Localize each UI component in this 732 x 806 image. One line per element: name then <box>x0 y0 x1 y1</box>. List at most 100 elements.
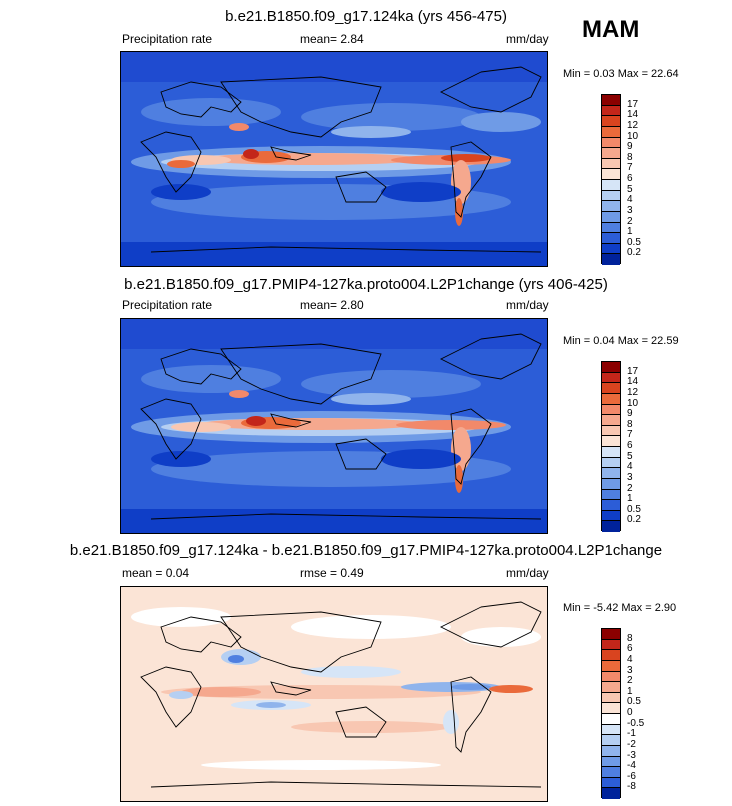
panel-3-mean-label: mean = 0.04 <box>122 566 190 580</box>
colorbar-tick-label: 0.5 <box>627 696 641 708</box>
colorbar-tick-label: 8 <box>627 632 633 644</box>
panel-3-rmse-label: rmse = 0.49 <box>300 566 364 580</box>
colorbar-tick-label: -6 <box>627 770 636 782</box>
panel-3-map <box>120 586 548 802</box>
season-label: MAM <box>582 16 640 43</box>
colorbar-tick-label: 14 <box>627 109 639 121</box>
colorbar-swatch <box>602 243 620 255</box>
panel-2-precip-field <box>121 319 547 533</box>
colorbar-swatch <box>602 692 620 704</box>
colorbar-swatch <box>602 158 620 170</box>
colorbar-swatch <box>602 629 620 640</box>
colorbar-swatch <box>602 180 620 191</box>
colorbar-swatch <box>602 447 620 458</box>
panel-3-units-label: mm/day <box>506 566 549 580</box>
panel-2-mean-label: mean= 2.80 <box>300 298 364 312</box>
panel-2-variable-label: Precipitation rate <box>122 298 213 312</box>
panel-1-minmax: Min = 0.03 Max = 22.64 <box>563 68 679 80</box>
colorbar-swatch <box>602 500 620 511</box>
colorbar-tick-label: 0.2 <box>627 514 641 526</box>
panel-2-map <box>120 318 548 534</box>
colorbar-swatch <box>602 650 620 661</box>
colorbar-tick-label: 3 <box>627 664 633 676</box>
panel-3-title: b.e21.B1850.f09_g17.124ka - b.e21.B1850.… <box>69 542 663 559</box>
colorbar-swatch <box>602 478 620 490</box>
colorbar-swatch <box>602 660 620 672</box>
colorbar-tick-label: 2 <box>627 482 633 494</box>
colorbar-tick-label: 3 <box>627 471 633 483</box>
colorbar-swatch <box>602 671 620 683</box>
panel-1-map <box>120 51 548 267</box>
panel-3-colorbar <box>601 628 621 799</box>
colorbar-swatch <box>602 457 620 469</box>
colorbar-tick-label: 10 <box>627 130 639 142</box>
colorbar-swatch <box>602 745 620 757</box>
colorbar-swatch <box>602 788 620 799</box>
colorbar-tick-label: -4 <box>627 760 636 772</box>
colorbar-tick-label: 4 <box>627 653 633 665</box>
colorbar-swatch <box>602 190 620 202</box>
colorbar-swatch <box>602 372 620 384</box>
colorbar-tick-label: 1 <box>627 226 633 238</box>
colorbar-tick-label: 7 <box>627 162 633 174</box>
colorbar-swatch <box>602 639 620 651</box>
colorbar-swatch <box>602 756 620 768</box>
colorbar-tick-label: 12 <box>627 386 639 398</box>
colorbar-tick-label: 5 <box>627 183 633 195</box>
colorbar-tick-label: 5 <box>627 450 633 462</box>
colorbar-swatch <box>602 682 620 693</box>
colorbar-swatch <box>602 137 620 149</box>
colorbar-swatch <box>602 714 620 725</box>
colorbar-swatch <box>602 393 620 405</box>
colorbar-swatch <box>602 169 620 180</box>
colorbar-swatch <box>602 425 620 437</box>
colorbar-swatch <box>602 211 620 223</box>
colorbar-tick-label: -3 <box>627 749 636 761</box>
colorbar-tick-label: 6 <box>627 643 633 655</box>
colorbar-swatch <box>602 468 620 479</box>
colorbar-tick-label: -0.5 <box>627 717 645 729</box>
colorbar-tick-label: 0.5 <box>627 236 641 248</box>
colorbar-tick-label: 6 <box>627 173 633 184</box>
colorbar-swatch <box>602 724 620 736</box>
colorbar-swatch <box>602 415 620 426</box>
colorbar-swatch <box>602 254 620 265</box>
colorbar-tick-label: 0 <box>627 707 633 718</box>
colorbar-tick-label: 7 <box>627 429 633 441</box>
panel-2-colorbar <box>601 361 621 532</box>
colorbar-swatch <box>602 735 620 746</box>
colorbar-tick-label: 8 <box>627 151 633 163</box>
colorbar-tick-label: -8 <box>627 781 636 793</box>
colorbar-swatch <box>602 95 620 106</box>
colorbar-tick-label: 2 <box>627 675 633 687</box>
colorbar-swatch <box>602 222 620 234</box>
colorbar-swatch <box>602 233 620 244</box>
colorbar-tick-label: 1 <box>627 685 633 697</box>
panel-1-precip-field <box>121 52 547 266</box>
colorbar-tick-label: 6 <box>627 440 633 451</box>
colorbar-tick-label: 12 <box>627 119 639 131</box>
colorbar-swatch <box>602 777 620 789</box>
colorbar-tick-label: 9 <box>627 408 633 420</box>
panel-3-difference-field <box>121 587 547 801</box>
colorbar-tick-label: 0.2 <box>627 247 641 259</box>
colorbar-swatch <box>602 436 620 447</box>
colorbar-tick-label: 8 <box>627 418 633 430</box>
colorbar-swatch <box>602 105 620 117</box>
colorbar-tick-label: 2 <box>627 215 633 227</box>
colorbar-swatch <box>602 404 620 416</box>
colorbar-tick-label: 4 <box>627 194 633 206</box>
panel-2-minmax: Min = 0.04 Max = 22.59 <box>563 335 679 347</box>
colorbar-tick-label: 0.5 <box>627 503 641 515</box>
colorbar-tick-label: 17 <box>627 365 639 377</box>
colorbar-swatch <box>602 148 620 159</box>
colorbar-tick-label: -2 <box>627 738 636 750</box>
colorbar-tick-label: 10 <box>627 397 639 409</box>
colorbar-swatch <box>602 489 620 501</box>
colorbar-swatch <box>602 383 620 394</box>
colorbar-swatch <box>602 201 620 212</box>
colorbar-tick-label: 1 <box>627 493 633 505</box>
colorbar-swatch <box>602 703 620 714</box>
colorbar-swatch <box>602 510 620 522</box>
colorbar-swatch <box>602 126 620 138</box>
